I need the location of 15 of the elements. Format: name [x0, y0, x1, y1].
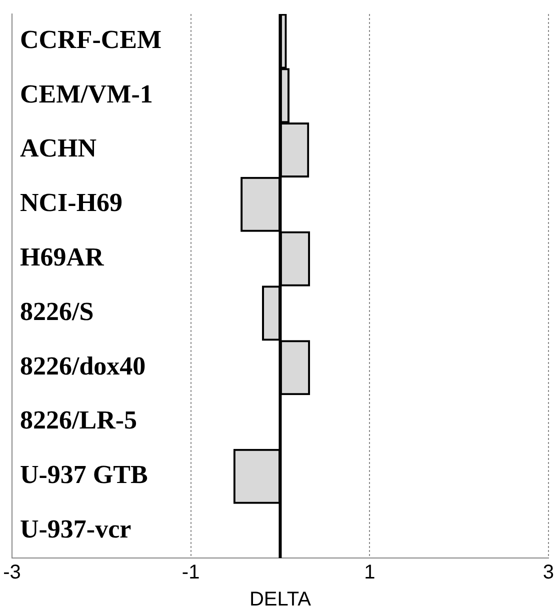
x-tick-label: 1	[364, 562, 376, 584]
y-tick-label: U-937 GTB	[20, 460, 148, 490]
x-tick-label: 3	[542, 562, 554, 584]
y-tick-label: 8226/dox40	[20, 351, 146, 380]
x-tick-label: -1	[182, 562, 200, 584]
x-axis-title: DELTA	[249, 588, 312, 611]
y-tick-label: U-937-vcr	[20, 514, 132, 544]
y-tick-label: CCRF-CEM	[20, 24, 162, 54]
y-tick-label: H69AR	[20, 242, 104, 272]
y-tick-label: 8226/S	[20, 296, 94, 326]
y-tick-label: CEM/VM-1	[20, 79, 153, 108]
y-tick-label: 8226/LR-5	[20, 406, 137, 435]
y-tick-label: NCI-H69	[20, 188, 123, 218]
y-tick-label: ACHN	[20, 134, 97, 163]
x-tick-label: -3	[3, 562, 21, 584]
